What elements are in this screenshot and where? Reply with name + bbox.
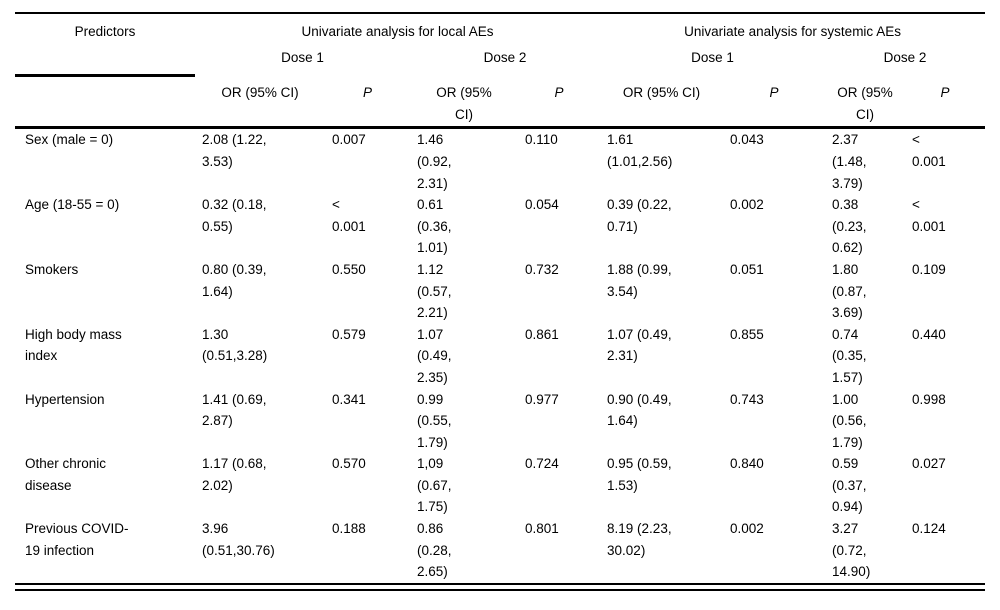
header-group-systemic-aes: Univariate analysis for systemic AEs <box>684 24 901 39</box>
table-header: Predictors Univariate analysis for local… <box>15 13 986 128</box>
table-row-previous-covid: Previous COVID- 19 infection 3.96 (0.51,… <box>15 518 985 584</box>
p-value: 0.027 <box>912 456 946 472</box>
or-value: 1.07 (0.49, 2.31) <box>607 326 672 364</box>
p-value: < 0.001 <box>332 197 366 234</box>
predictor-label: Other chronic disease <box>25 456 107 493</box>
table-body: Sex (male = 0) 2.08 (1.22, 3.53) 0.007 1… <box>15 128 985 584</box>
p-value: 0.002 <box>730 521 764 537</box>
p-value: < 0.001 <box>912 132 946 169</box>
or-value: 1.07 (0.49, 2.35) <box>417 326 452 385</box>
or-value: 0.59 (0.37, 0.94) <box>832 456 867 515</box>
predictor-label: Age (18-55 = 0) <box>25 197 120 213</box>
or-value: 1.88 (0.99, 3.54) <box>607 261 672 299</box>
header-p-systemic-d1: P <box>769 85 779 101</box>
p-value: 0.109 <box>912 261 946 277</box>
p-value: < 0.001 <box>912 197 946 234</box>
or-value: 1.30 (0.51,3.28) <box>202 326 268 364</box>
or-value: 2.08 (1.22, 3.53) <box>202 132 267 169</box>
p-value: 0.124 <box>912 521 946 537</box>
or-value: 0.61 (0.36, 1.01) <box>417 197 452 256</box>
or-value: 1.12 (0.57, 2.21) <box>417 261 452 321</box>
p-value: 0.002 <box>730 197 764 213</box>
or-value: 1.46 (0.92, 2.31) <box>417 132 452 191</box>
p-value: 0.724 <box>525 456 559 472</box>
table-row-hypertension: Hypertension 1.41 (0.69, 2.87) 0.341 0.9… <box>15 389 985 454</box>
or-value: 3.27 (0.72, 14.90) <box>832 521 871 580</box>
p-value: 0.043 <box>730 132 764 148</box>
header-systemic-dose-2: Dose 2 <box>883 49 927 65</box>
header-or-local-d2: OR (95% CI) <box>436 85 492 122</box>
p-value: 0.550 <box>332 261 366 277</box>
header-or-local-d1: OR (95% CI) <box>221 85 299 101</box>
p-value: 0.732 <box>525 261 559 277</box>
header-p-local-d1: P <box>362 85 372 101</box>
header-local-dose-2: Dose 2 <box>483 49 527 65</box>
p-value: 0.054 <box>525 197 559 213</box>
header-group-local-aes: Univariate analysis for local AEs <box>301 24 494 39</box>
p-value: 0.801 <box>525 521 559 537</box>
p-value: 0.855 <box>730 326 764 342</box>
header-spacer <box>15 75 195 128</box>
p-value: 0.440 <box>912 326 946 342</box>
predictor-label: Smokers <box>25 261 79 277</box>
or-value: 1.80 (0.87, 3.69) <box>832 261 867 321</box>
table-row-age: Age (18-55 = 0) 0.32 (0.18, 0.55) < 0.00… <box>15 194 985 259</box>
p-value: 0.007 <box>332 132 366 148</box>
p-value: 0.188 <box>332 521 366 537</box>
header-predictors: Predictors <box>15 13 195 77</box>
or-value: 3.96 (0.51,30.76) <box>202 521 275 558</box>
table-row-other-chronic-disease: Other chronic disease 1.17 (0.68, 2.02) … <box>15 453 985 518</box>
header-p-local-d2: P <box>554 85 564 101</box>
p-value: 0.579 <box>332 326 366 342</box>
p-value: 0.110 <box>525 132 558 148</box>
header-or-systemic-d2: OR (95% CI) <box>837 85 893 122</box>
predictor-label: Hypertension <box>25 391 105 407</box>
or-value: 0.80 (0.39, 1.64) <box>202 261 267 299</box>
or-value: 2.37 (1.48, 3.79) <box>832 132 867 191</box>
or-value: 1.17 (0.68, 2.02) <box>202 456 267 493</box>
p-value: 0.051 <box>730 261 764 277</box>
or-value: 0.99 (0.55, 1.79) <box>417 391 452 450</box>
p-value: 0.743 <box>730 391 764 407</box>
p-value: 0.341 <box>332 391 366 407</box>
header-local-dose-1: Dose 1 <box>281 49 324 65</box>
p-value: 0.977 <box>525 391 559 407</box>
or-value: 8.19 (2.23, 30.02) <box>607 521 672 558</box>
table-row-bmi: High body mass index 1.30 (0.51,3.28) 0.… <box>15 324 985 389</box>
or-value: 0.95 (0.59, 1.53) <box>607 456 672 493</box>
or-value: 0.39 (0.22, 0.71) <box>607 197 672 234</box>
predictor-label: Sex (male = 0) <box>25 132 114 148</box>
or-value: 1,09 (0.67, 1.75) <box>417 456 452 515</box>
or-value: 1.00 (0.56, 1.79) <box>832 391 867 450</box>
table-row-sex: Sex (male = 0) 2.08 (1.22, 3.53) 0.007 1… <box>15 128 985 194</box>
univariate-analysis-table: Predictors Univariate analysis for local… <box>15 12 986 585</box>
or-value: 0.74 (0.35, 1.57) <box>832 326 867 385</box>
header-systemic-dose-1: Dose 1 <box>691 49 734 65</box>
or-value: 1.41 (0.69, 2.87) <box>202 391 267 429</box>
header-or-systemic-d1: OR (95% CI) <box>622 85 701 101</box>
p-value: 0.998 <box>912 391 946 407</box>
p-value: 0.570 <box>332 456 366 472</box>
or-value: 0.86 (0.28, 2.65) <box>417 521 452 580</box>
or-value: 0.90 (0.49, 1.64) <box>607 391 672 429</box>
header-p-systemic-d2: P <box>940 85 950 101</box>
p-value: 0.861 <box>525 326 559 342</box>
or-value: 0.32 (0.18, 0.55) <box>202 197 267 234</box>
table-row-smokers: Smokers 0.80 (0.39, 1.64) 0.550 1.12 (0.… <box>15 259 985 324</box>
or-value: 0.38 (0.23, 0.62) <box>832 197 867 256</box>
p-value: 0.840 <box>730 456 764 472</box>
bottom-double-rule <box>15 588 985 591</box>
or-value: 1.61 (1.01,2.56) <box>607 132 673 169</box>
predictor-label: High body mass index <box>25 326 122 364</box>
predictor-label: Previous COVID- 19 infection <box>25 521 129 558</box>
